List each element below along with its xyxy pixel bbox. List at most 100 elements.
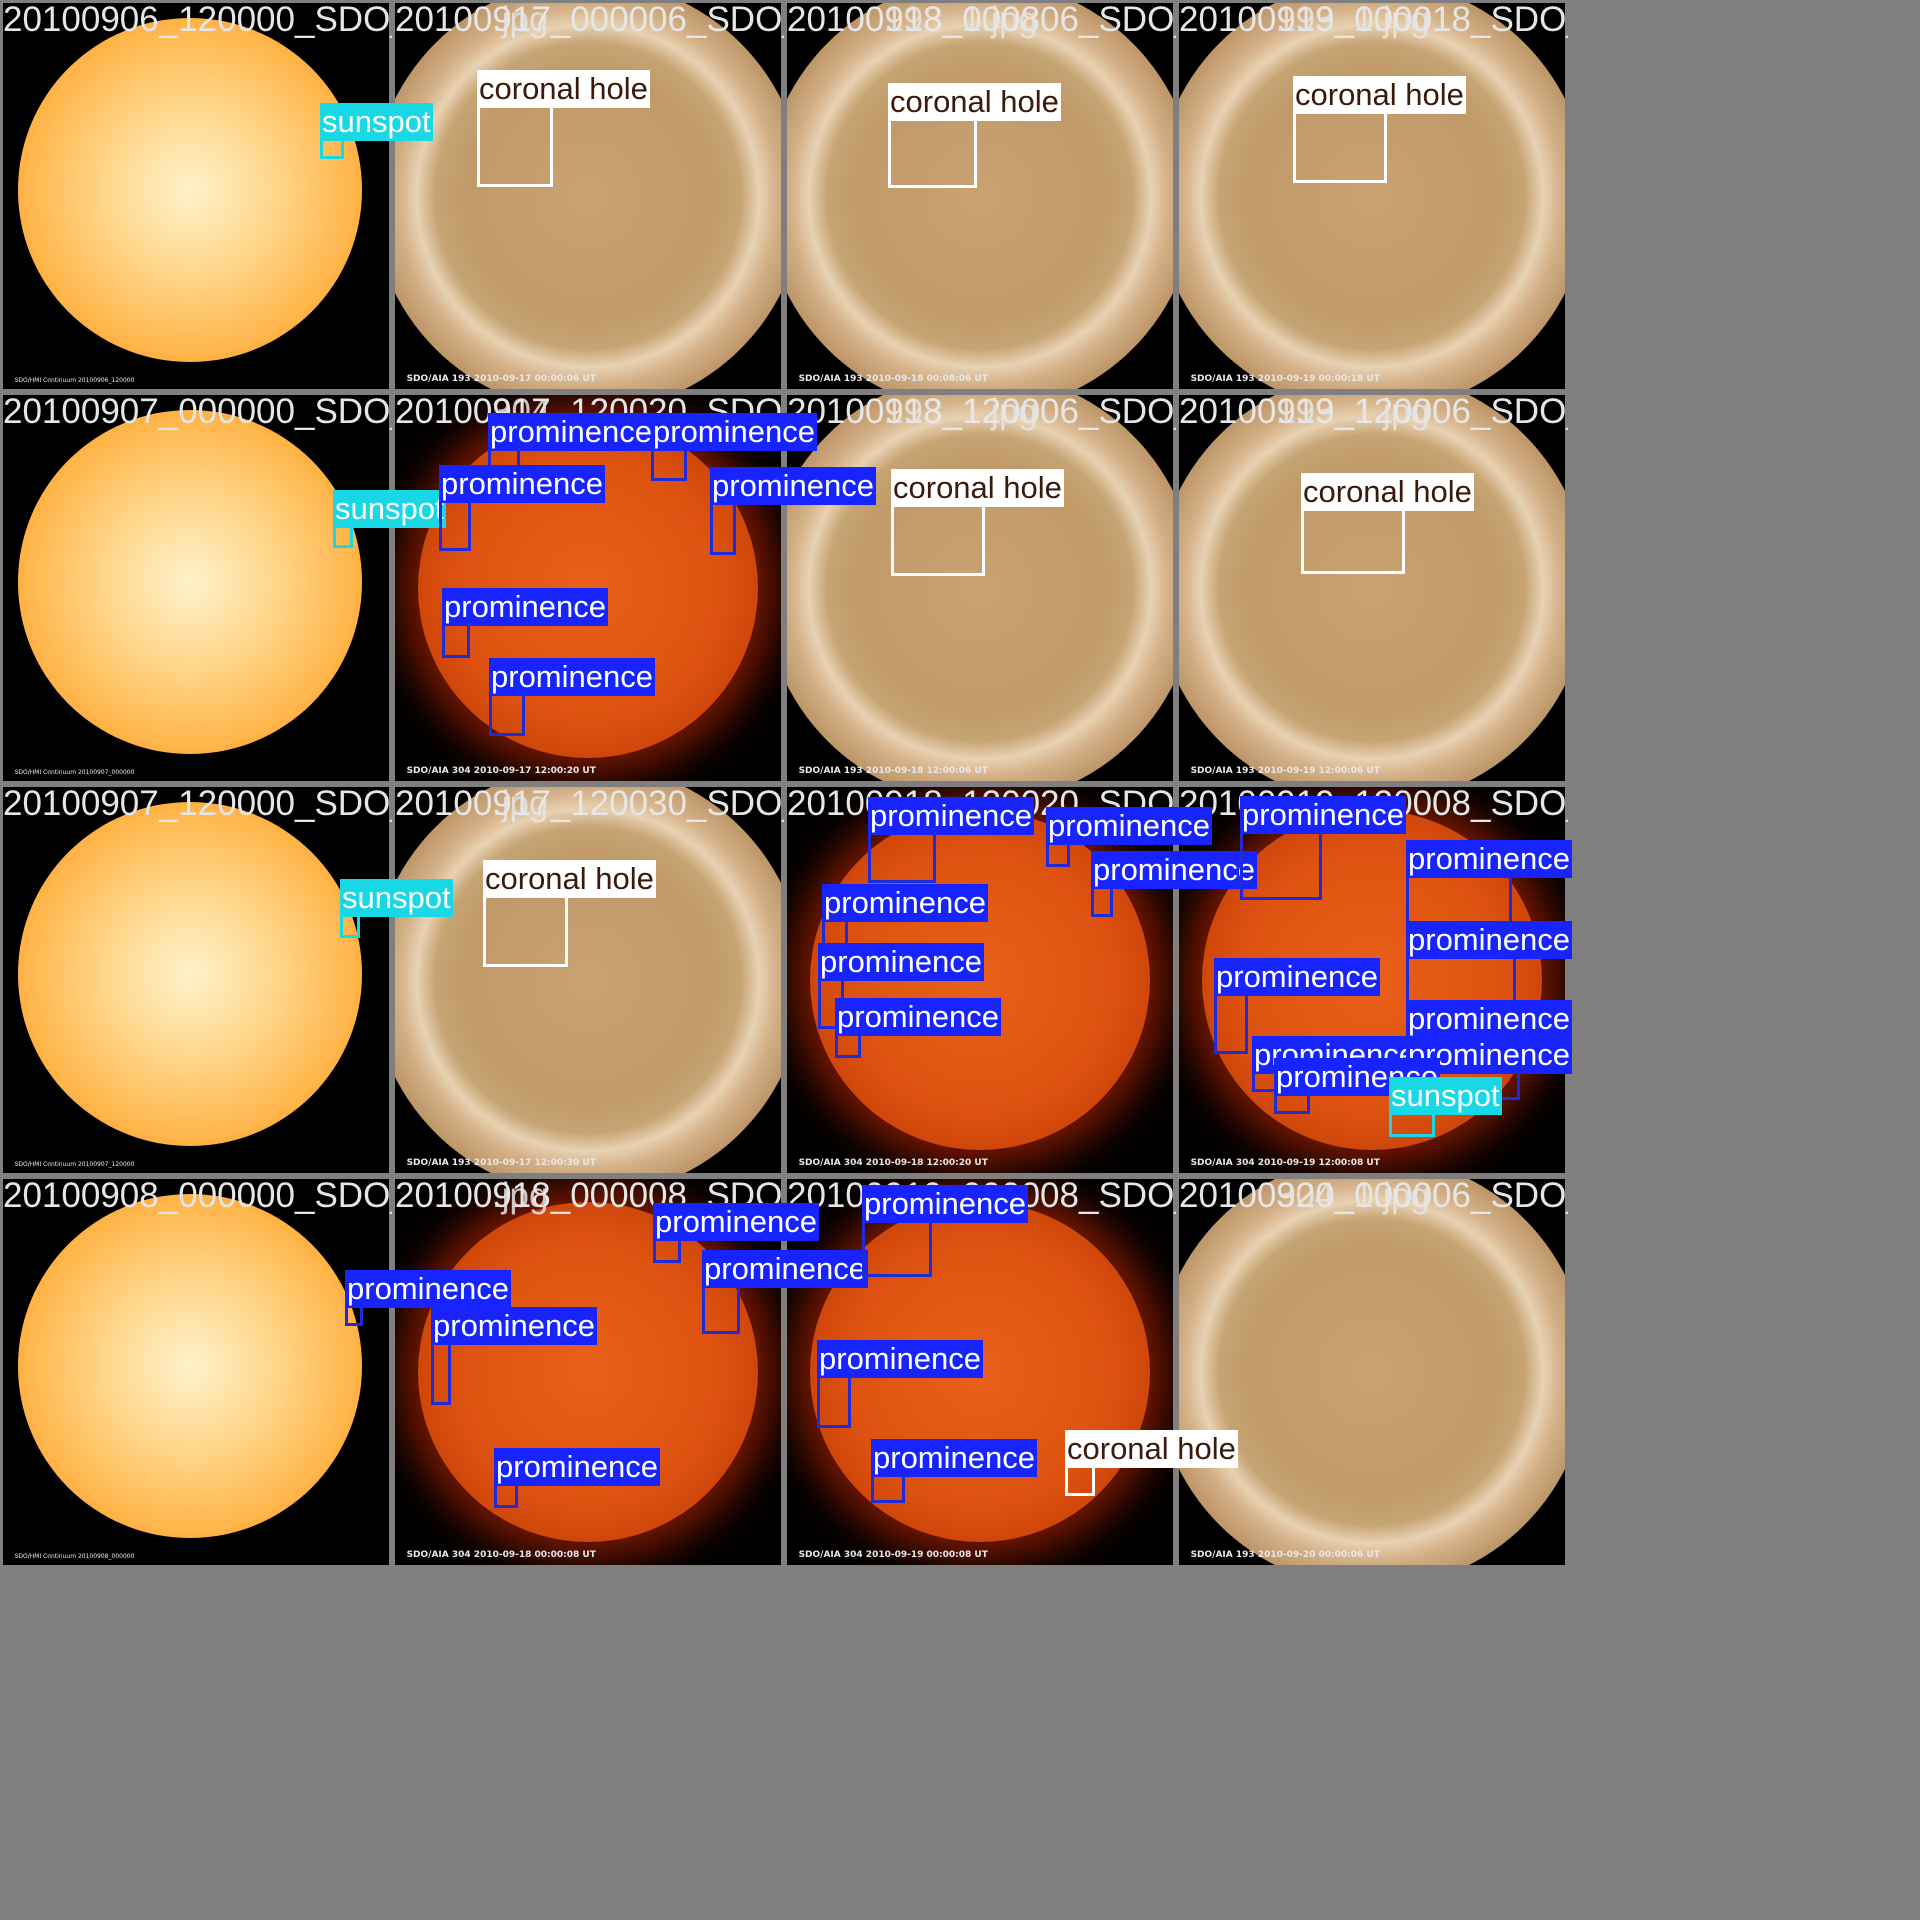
coronal-hole-label: coronal hole xyxy=(477,70,650,108)
filename-overlap-label: .jpg xyxy=(492,0,549,39)
sun-disk xyxy=(1179,395,1565,781)
prominence-label: prominence xyxy=(702,1250,868,1288)
solar-image: SDO/HMI Continuum 20100906_120000 xyxy=(3,3,389,389)
prominence-bounding-box xyxy=(817,1374,851,1428)
prominence-bounding-box xyxy=(871,1473,905,1503)
prominence-bounding-box xyxy=(702,1284,740,1334)
filename-label: 20100918_000806_SDO_AIA xyxy=(787,0,1176,39)
solar-image-tile: SDO/AIA 193 2010-09-18 00:08:06 UT 201009… xyxy=(784,0,1176,392)
prominence-label: prominence xyxy=(868,797,1034,835)
solar-image-tile: SDO/AIA 193 2010-09-19 12:00:06 UT 201009… xyxy=(1176,392,1568,784)
prominence-label: prominence xyxy=(1214,958,1380,996)
prominence-bounding-box xyxy=(439,499,471,551)
filename-overlap-label: .jpg xyxy=(492,784,549,823)
prominence-bounding-box xyxy=(868,831,936,883)
coronal-hole-bounding-box xyxy=(1293,107,1387,183)
filename-overlap-label: 304_1.jpg xyxy=(1276,1176,1430,1215)
sun-disk xyxy=(1179,3,1565,389)
coronal-hole-bounding-box xyxy=(477,101,553,187)
sunspot-label: sunspot xyxy=(333,490,446,528)
prominence-label: prominence xyxy=(1046,807,1212,845)
solar-image-tile: SDO/HMI Continuum 20100907_120000 2010090… xyxy=(0,784,392,1176)
solar-image: SDO/AIA 193 2010-09-18 00:08:06 UT xyxy=(787,3,1173,389)
solar-image: SDO/AIA 193 2010-09-19 12:00:06 UT xyxy=(1179,395,1565,781)
instrument-caption: SDO/AIA 304 2010-09-17 12:00:20 UT xyxy=(406,766,596,777)
solar-image: SDO/AIA 193 2010-09-20 00:00:06 UT xyxy=(1179,1179,1565,1565)
instrument-caption: SDO/HMI Continuum 20100907_120000 xyxy=(14,1161,135,1169)
filename-label: 20100907_000000_SDO_HMI xyxy=(3,392,392,431)
prominence-label: prominence xyxy=(345,1270,511,1308)
sun-disk xyxy=(18,802,362,1146)
filename-label: 20100907_120000_SDO_HMI xyxy=(3,784,392,823)
filename-label: 20100917_000006_SDO_AIA xyxy=(395,0,784,39)
coronal-hole-bounding-box xyxy=(891,500,985,576)
instrument-caption: SDO/AIA 193 2010-09-18 12:00:06 UT xyxy=(798,766,988,777)
filename-overlap-label: 193_1.jpg xyxy=(884,0,1038,39)
prominence-bounding-box xyxy=(862,1219,932,1277)
solar-image: SDO/AIA 193 2010-09-17 12:00:30 UT xyxy=(395,787,781,1173)
coronal-hole-label: coronal hole xyxy=(1301,473,1474,511)
prominence-bounding-box xyxy=(651,447,687,481)
filename-overlap-label: .jpg xyxy=(492,1176,549,1215)
filename-overlap-label: 193_1.jpg xyxy=(1276,392,1430,431)
sun-disk xyxy=(1179,1179,1565,1565)
solar-image: SDO/HMI Continuum 20100908_000000 xyxy=(3,1179,389,1565)
prominence-label: prominence xyxy=(710,467,876,505)
prominence-label: prominence xyxy=(835,998,1001,1036)
coronal-hole-bounding-box xyxy=(1301,504,1405,574)
prominence-label: prominence xyxy=(817,1340,983,1378)
prominence-label: prominence xyxy=(1406,921,1572,959)
sun-disk xyxy=(787,395,1173,781)
prominence-label: prominence xyxy=(1240,796,1406,834)
prominence-bounding-box xyxy=(710,501,736,555)
instrument-caption: SDO/AIA 193 2010-09-20 00:00:06 UT xyxy=(1190,1550,1380,1561)
prominence-label: prominence xyxy=(1406,840,1572,878)
solar-image-tile: SDO/AIA 193 2010-09-18 12:00:06 UT 201009… xyxy=(784,392,1176,784)
filename-label: 20100919_000018_SDO_AIA xyxy=(1179,0,1568,39)
coronal-hole-label: coronal hole xyxy=(888,83,1061,121)
sunspot-label: sunspot xyxy=(1389,1077,1502,1115)
sun-disk xyxy=(18,1194,362,1538)
prominence-label: prominence xyxy=(489,658,655,696)
prominence-label: prominence xyxy=(818,943,984,981)
solar-image-tile: SDO/HMI Continuum 20100907_000000 2010090… xyxy=(0,392,392,784)
sun-disk xyxy=(18,18,362,362)
sun-disk xyxy=(395,3,781,389)
coronal-hole-bounding-box xyxy=(888,114,977,188)
coronal-hole-label: coronal hole xyxy=(891,469,1064,507)
coronal-hole-label: coronal hole xyxy=(1293,76,1466,114)
instrument-caption: SDO/HMI Continuum 20100908_000000 xyxy=(14,1553,135,1561)
prominence-label: prominence xyxy=(488,413,654,451)
sunspot-label: sunspot xyxy=(320,103,433,141)
sun-disk xyxy=(787,3,1173,389)
coronal-hole-bounding-box xyxy=(483,891,568,967)
sun-disk xyxy=(395,787,781,1173)
filename-overlap-label: 193_1.jpg xyxy=(1276,0,1430,39)
solar-image: SDO/AIA 193 2010-09-17 00:00:06 UT xyxy=(395,3,781,389)
instrument-caption: SDO/AIA 193 2010-09-17 00:00:06 UT xyxy=(406,374,596,385)
prominence-bounding-box xyxy=(442,622,470,658)
instrument-caption: SDO/AIA 304 2010-09-18 00:00:08 UT xyxy=(406,1550,596,1561)
prominence-bounding-box xyxy=(489,692,525,736)
solar-image-tile: SDO/HMI Continuum 20100908_000000 2010090… xyxy=(0,1176,392,1568)
prominence-bounding-box xyxy=(1214,992,1248,1054)
filename-label: 20100908_000000_SDO_HMI xyxy=(3,1176,392,1215)
instrument-caption: SDO/AIA 193 2010-09-18 00:08:06 UT xyxy=(798,374,988,385)
instrument-caption: SDO/AIA 304 2010-09-19 12:00:08 UT xyxy=(1190,1158,1380,1169)
solar-image: SDO/AIA 193 2010-09-18 12:00:06 UT xyxy=(787,395,1173,781)
filename-label: 20100906_120000_SDO_HMI xyxy=(3,0,392,39)
filename-label: 20100918_120006_SDO_AIA xyxy=(787,392,1176,431)
solar-image-tile: SDO/HMI Continuum 20100906_120000 2010090… xyxy=(0,0,392,392)
solar-image: SDO/HMI Continuum 20100907_120000 xyxy=(3,787,389,1173)
solar-image-tile: SDO/AIA 193 2010-09-17 00:00:06 UT 201009… xyxy=(392,0,784,392)
prominence-label: prominence xyxy=(871,1439,1037,1477)
prominence-label: prominence xyxy=(1091,851,1257,889)
prominence-label: prominence xyxy=(822,884,988,922)
filename-label: 20100920_000006_SDO_AIA xyxy=(1179,1176,1568,1215)
prominence-label: prominence xyxy=(431,1307,597,1345)
coronal-hole-label: coronal hole xyxy=(1065,1430,1238,1468)
coronal-hole-bounding-box xyxy=(1065,1464,1095,1496)
instrument-caption: SDO/HMI Continuum 20100906_120000 xyxy=(14,377,135,385)
prominence-label: prominence xyxy=(439,465,605,503)
instrument-caption: SDO/AIA 193 2010-09-19 00:00:18 UT xyxy=(1190,374,1380,385)
